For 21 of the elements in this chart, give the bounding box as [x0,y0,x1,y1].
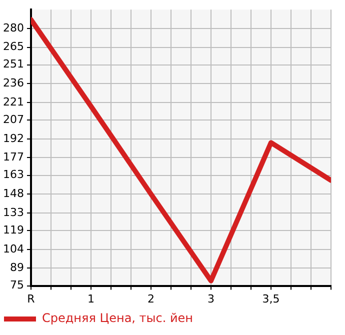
y-tick-label: 177 [2,150,24,164]
y-tick-label: 265 [2,40,24,54]
legend-label: Средняя Цена, тыс. йен [42,311,194,326]
y-tick-label: 75 [10,278,24,292]
y-tick-label: 207 [2,112,24,126]
y-tick-label: 119 [2,223,24,236]
x-tick-label: 3,5 [262,292,280,306]
y-tick-label: 192 [2,132,24,145]
y-tick-label: 163 [2,168,24,182]
x-tick-label: 2 [147,292,154,306]
y-tick-label: 221 [2,95,24,108]
y-tick-label: 251 [2,58,24,71]
y-tick-label: 89 [10,261,24,274]
x-tick-label: R [27,292,36,306]
y-tick-label: 104 [2,242,24,256]
x-tick-label: 3 [208,292,214,306]
y-tick-label: 280 [2,21,24,34]
y-tick-label: 236 [2,76,24,90]
y-tick-label: 133 [2,206,24,219]
x-tick-label: 1 [87,292,94,306]
y-tick-label: 148 [2,187,24,200]
